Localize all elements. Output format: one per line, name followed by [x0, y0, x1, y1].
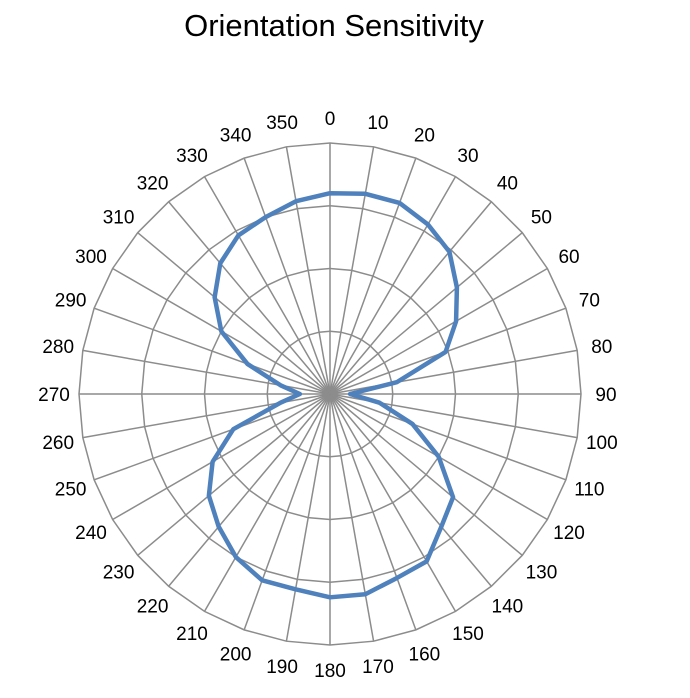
grid-spoke: [285, 146, 331, 395]
tick-label: 30: [457, 146, 478, 167]
tick-label: 240: [75, 523, 107, 544]
grid-spoke: [329, 157, 417, 395]
tick-label: 160: [409, 644, 441, 665]
grid-spoke: [112, 393, 331, 521]
tick-label: 350: [266, 113, 298, 134]
tick-label: 250: [55, 479, 87, 500]
tick-label: 210: [176, 624, 208, 645]
tick-label: 180: [314, 661, 346, 682]
grid-spoke: [329, 201, 492, 395]
tick-label: 230: [103, 562, 135, 583]
tick-label: 80: [591, 337, 612, 358]
tick-label: 70: [579, 291, 600, 312]
tick-label: 0: [325, 109, 336, 130]
grid-spoke: [137, 393, 331, 556]
grid-spoke: [93, 307, 331, 395]
grid-spoke: [243, 393, 331, 631]
tick-label: 330: [176, 146, 208, 167]
grid-spoke: [203, 393, 331, 612]
grid-spoke: [243, 157, 331, 395]
tick-label: 200: [220, 644, 252, 665]
grid-spoke: [168, 201, 331, 395]
grid-spoke: [329, 393, 523, 556]
tick-label: 10: [367, 113, 388, 134]
tick-label: 310: [103, 208, 135, 229]
tick-label: 40: [497, 174, 518, 195]
grid-spoke: [329, 393, 567, 481]
grid-spoke: [168, 393, 331, 587]
grid-spoke: [329, 146, 375, 395]
tick-label: 140: [492, 596, 524, 617]
grid-spoke: [329, 232, 523, 395]
tick-label: 280: [42, 337, 74, 358]
tick-label: 150: [452, 624, 484, 645]
tick-label: 90: [595, 385, 616, 406]
grid-spoke: [329, 393, 417, 631]
grid-spoke: [93, 393, 331, 481]
tick-label: 20: [414, 126, 435, 147]
tick-label: 190: [266, 657, 298, 678]
tick-label: 100: [586, 433, 618, 454]
tick-label: 60: [558, 247, 579, 268]
grid-spoke: [329, 267, 548, 395]
grid-spoke: [137, 232, 331, 395]
grid-spoke: [203, 176, 331, 395]
grid-spoke: [285, 393, 331, 642]
tick-label: 260: [42, 433, 74, 454]
tick-label: 300: [75, 247, 107, 268]
tick-label: 290: [55, 291, 87, 312]
grid-spoke: [329, 176, 457, 395]
tick-label: 320: [137, 174, 169, 195]
grid-spoke: [329, 393, 492, 587]
tick-label: 220: [137, 596, 169, 617]
tick-label: 120: [553, 523, 585, 544]
tick-label: 110: [574, 479, 604, 500]
chart-title: Orientation Sensitivity: [184, 8, 484, 43]
tick-label: 170: [362, 657, 394, 678]
tick-label: 340: [220, 126, 252, 147]
tick-label: 130: [526, 562, 558, 583]
grid-spoke: [329, 393, 375, 642]
tick-label: 270: [38, 385, 70, 406]
grid-spoke: [329, 393, 457, 612]
tick-label: 50: [531, 208, 552, 229]
